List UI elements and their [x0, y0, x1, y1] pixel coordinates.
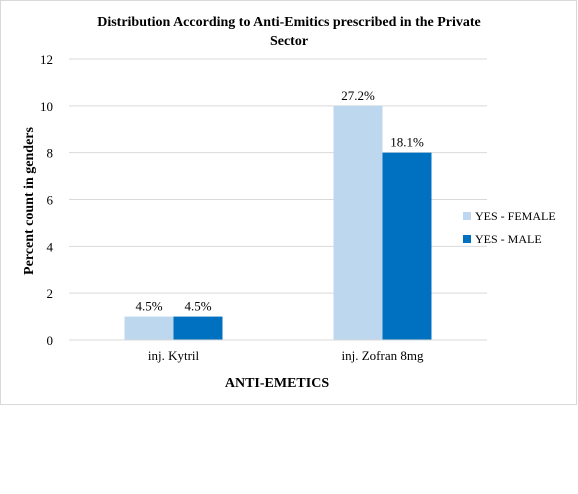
y-tick-label: 4 — [47, 239, 54, 254]
y-axis-title: Percent count in genders — [22, 127, 37, 275]
data-label: 4.5% — [184, 299, 211, 314]
legend-label-male: YES - MALE — [475, 232, 542, 246]
y-tick-label: 8 — [47, 146, 54, 161]
y-tick-label: 0 — [47, 333, 54, 348]
chart-area: 0 2 4 6 8 10 12 inj. Kytril inj. Zofran 8mg 4.5… — [0, 0, 577, 405]
data-label: 4.5% — [135, 299, 162, 314]
legend-swatch-female — [463, 212, 471, 220]
x-tick-labels: inj. Kytril inj. Zofran 8mg — [148, 348, 424, 363]
bar-male — [173, 316, 223, 340]
chart-title-line-2: Sector — [270, 34, 308, 49]
x-tick-label: inj. Zofran 8mg — [342, 348, 424, 363]
legend: YES - FEMALE YES - MALE — [463, 209, 556, 246]
y-tick-label: 6 — [47, 193, 54, 208]
data-labels: 4.5% 4.5% 27.2% 18.1% — [135, 88, 424, 314]
data-label: 27.2% — [341, 88, 375, 103]
y-tick-labels: 0 2 4 6 8 10 12 — [40, 52, 54, 348]
bar-female — [124, 316, 174, 340]
y-tick-label: 2 — [47, 286, 54, 301]
legend-swatch-male — [463, 235, 471, 243]
x-tick-label: inj. Kytril — [148, 348, 200, 363]
bars — [124, 105, 432, 340]
legend-label-female: YES - FEMALE — [475, 209, 556, 223]
bar-female — [333, 105, 383, 340]
chart-title-line-1: Distribution According to Anti-Emitics p… — [97, 15, 481, 30]
bar-male — [382, 152, 432, 340]
bar-chart: 0 2 4 6 8 10 12 inj. Kytril inj. Zofran 8mg 4.5… — [22, 15, 556, 391]
x-axis-title: ANTI-EMETICS — [225, 376, 329, 391]
y-tick-label: 10 — [40, 99, 53, 114]
data-label: 18.1% — [390, 135, 424, 150]
y-tick-label: 12 — [40, 52, 53, 67]
